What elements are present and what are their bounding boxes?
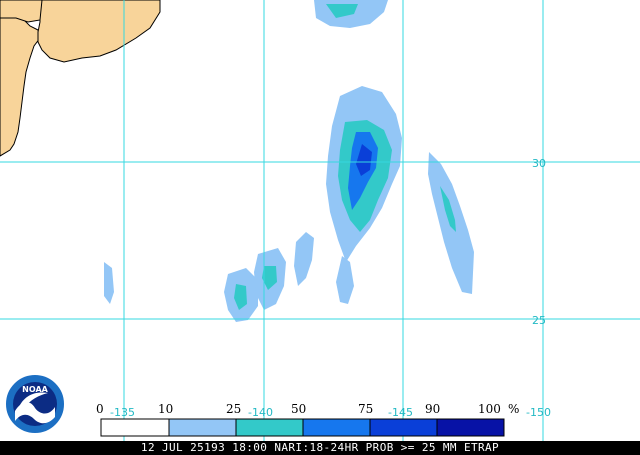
- northern-probability-core: [326, 4, 358, 18]
- precipitation-probability-overlay: [104, 0, 474, 322]
- southwest-probability-band-4: [336, 256, 354, 304]
- main-probability-spot: [356, 144, 372, 176]
- legend-label-100: 100: [478, 402, 501, 416]
- land-masses: [0, 0, 161, 157]
- coordinate-grid: [0, 0, 640, 441]
- longitude-label-145: -145: [388, 406, 413, 419]
- longitude-label-150: -150: [526, 406, 551, 419]
- latitude-label-25: 25: [532, 314, 546, 327]
- southwest-probability-band-2-inner: [262, 266, 277, 290]
- legend-label-10: 10: [158, 402, 173, 416]
- eastern-probability-inner: [440, 186, 456, 232]
- legend-color-90: [436, 418, 505, 437]
- southwest-probability-band-3: [294, 232, 314, 286]
- legend-unit: %: [508, 402, 519, 416]
- probability-legend: 0 10 25 50 75 90 100 %: [96, 402, 519, 437]
- noaa-logo-icon: NOAA: [4, 373, 66, 435]
- legend-color-50: [302, 418, 371, 437]
- japan-coast: [0, 13, 41, 157]
- map-status-bar: 12 JUL 25193 18:00 NARI:18-24HR PROB >= …: [0, 441, 640, 455]
- legend-color-0: [100, 418, 170, 437]
- legend-label-50: 50: [291, 402, 306, 416]
- legend-label-75: 75: [358, 402, 373, 416]
- legend-color-75: [369, 418, 438, 437]
- legend-label-25: 25: [226, 402, 241, 416]
- longitude-label-140: -140: [248, 406, 273, 419]
- main-island-coast: [37, 0, 161, 63]
- legend-label-0: 0: [96, 402, 104, 416]
- longitude-label-135: -135: [110, 406, 135, 419]
- noaa-text: NOAA: [22, 385, 48, 394]
- noaa-wave: [15, 402, 55, 424]
- latitude-label-30: 30: [532, 157, 546, 170]
- southwest-probability-band-1-inner: [234, 284, 247, 310]
- legend-label-90: 90: [425, 402, 440, 416]
- legend-color-25: [235, 418, 304, 437]
- legend-color-10: [168, 418, 237, 437]
- northern-coast: [0, 0, 43, 23]
- noaa-bird: [18, 392, 48, 409]
- western-fringe-band: [104, 262, 114, 304]
